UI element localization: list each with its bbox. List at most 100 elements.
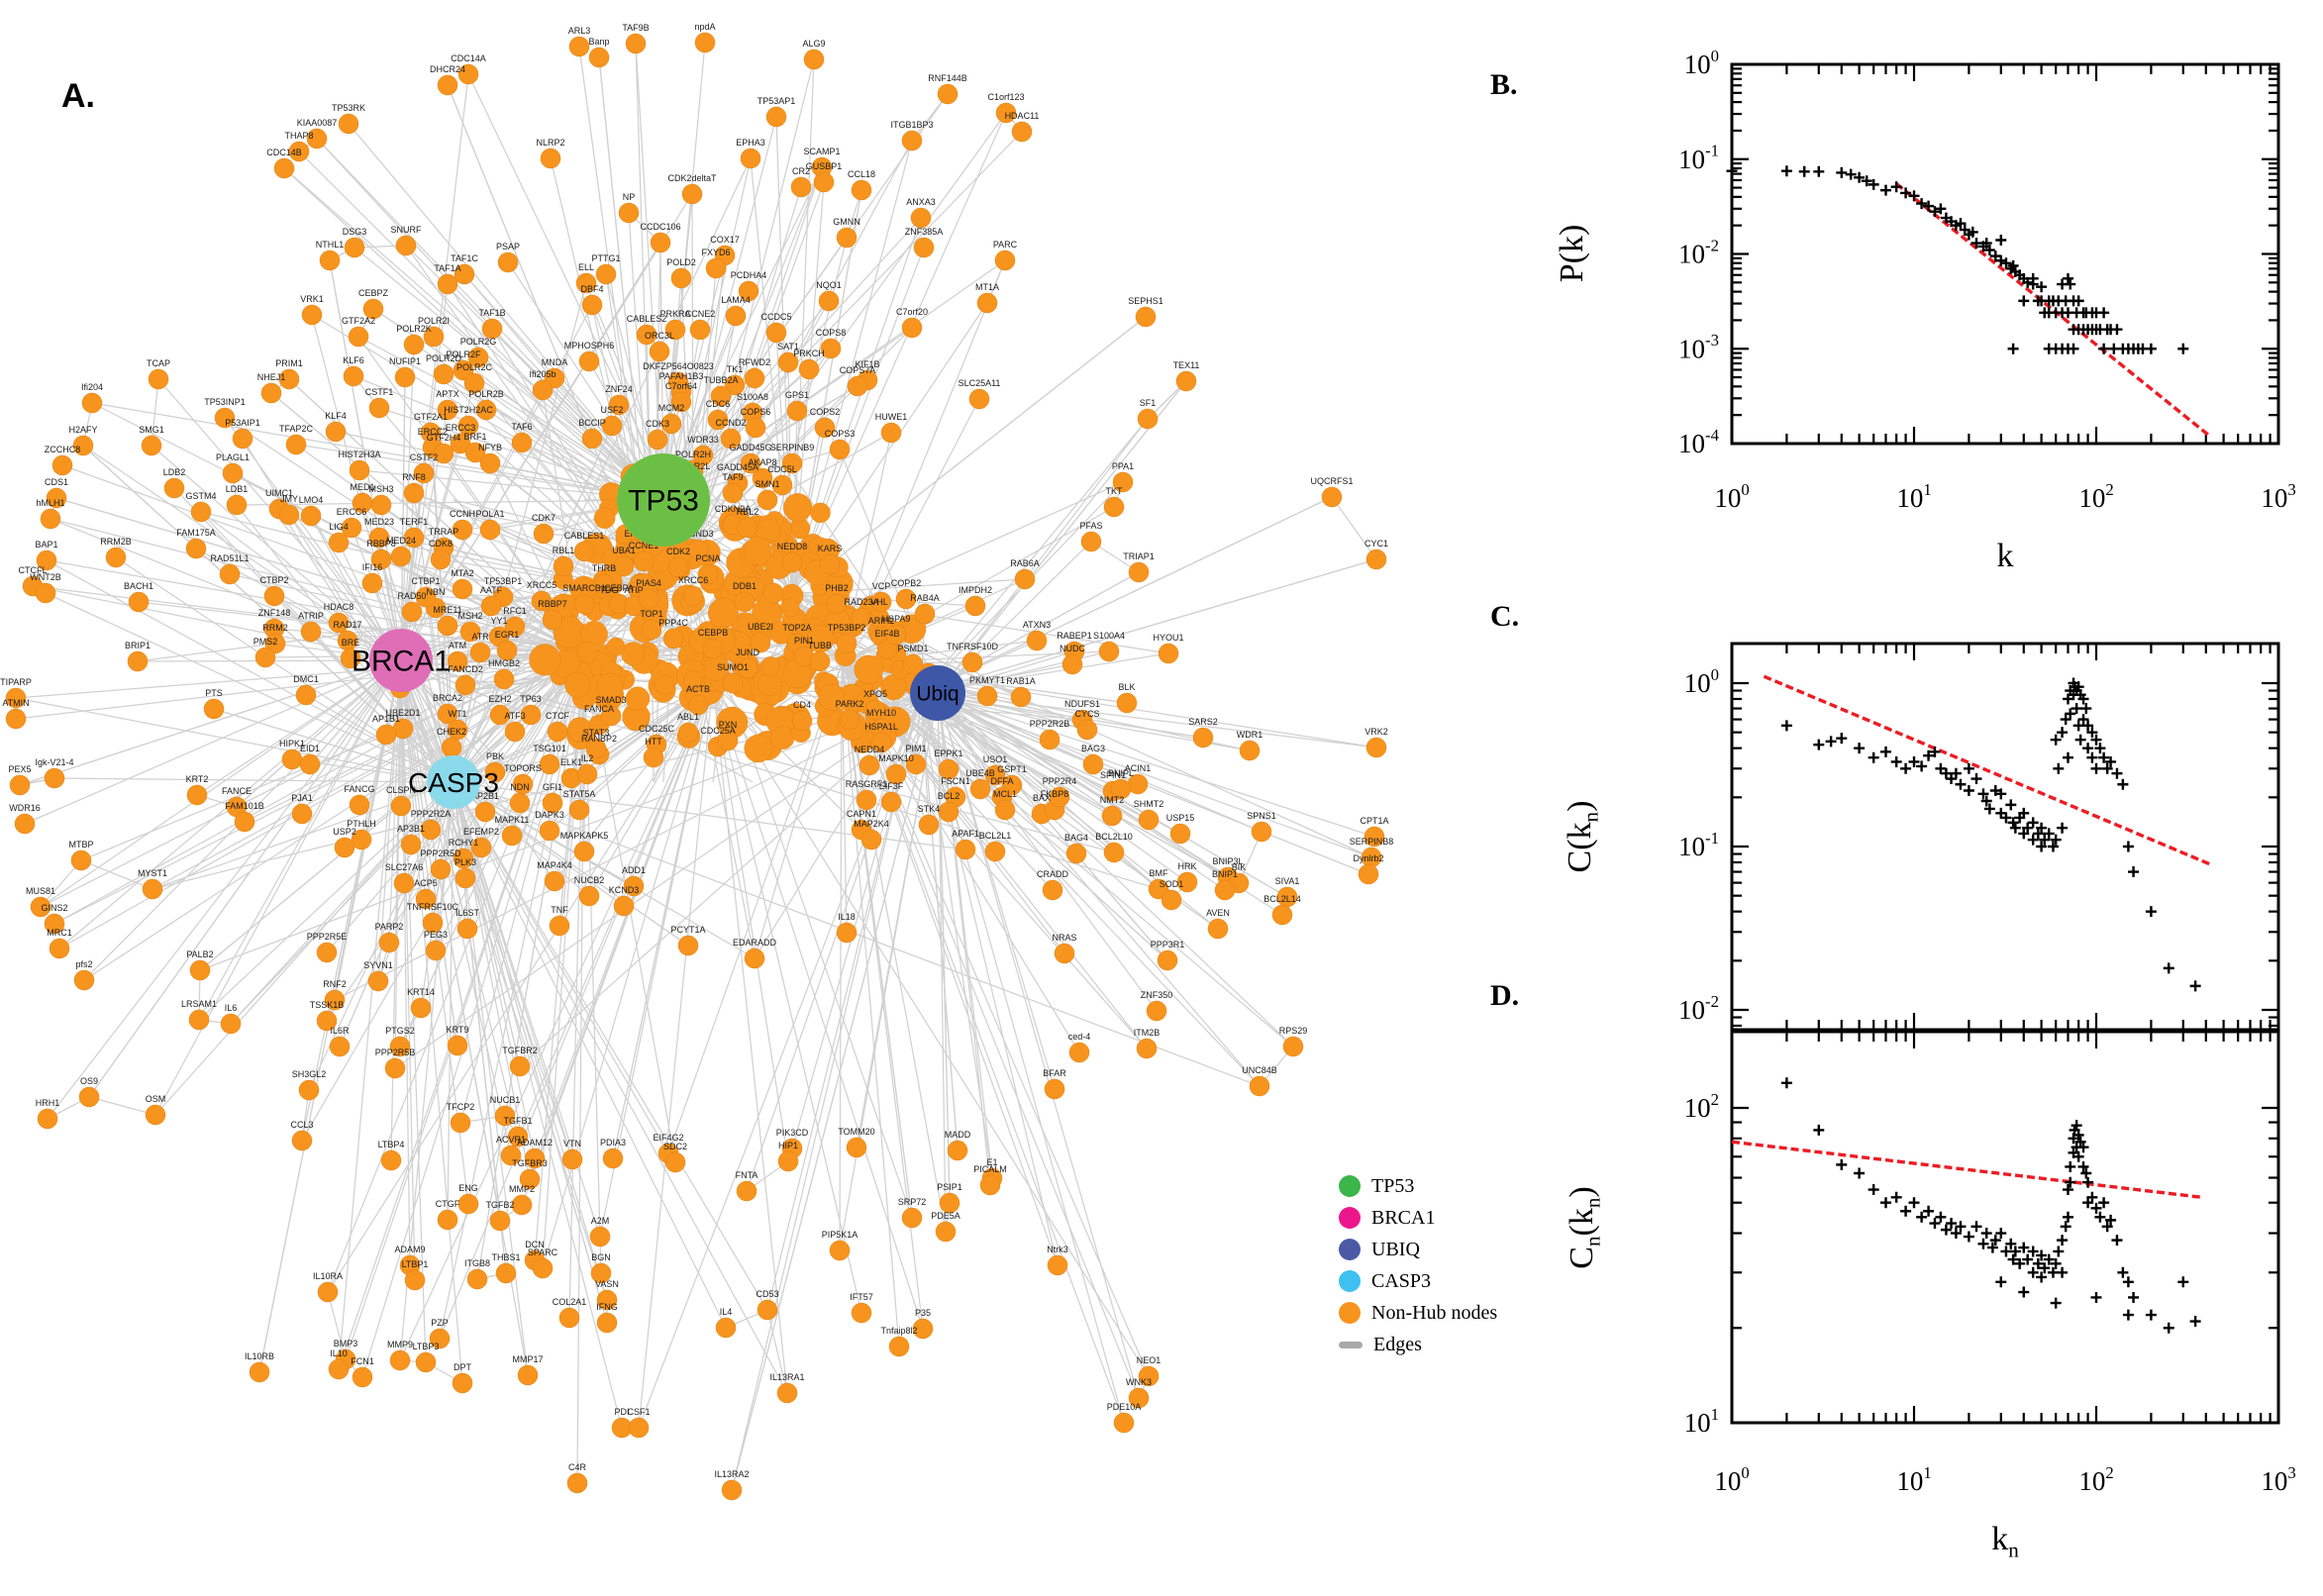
network-node-label: ATIP	[624, 585, 643, 595]
network-node-label: AP2B1	[471, 791, 499, 801]
network-node	[395, 235, 417, 256]
network-node-label: MPHOSPH6	[564, 341, 615, 350]
network-node	[628, 1417, 650, 1439]
data-point	[1916, 198, 1928, 210]
network-node	[278, 504, 300, 526]
data-point	[2090, 1202, 2102, 1214]
network-node-label: ADAM9	[394, 1245, 425, 1254]
data-point	[2050, 1257, 2062, 1269]
network-node-label: CTGF	[436, 1199, 460, 1209]
network-node	[437, 615, 458, 637]
network-node-label: PJA1	[291, 793, 313, 803]
network-node-label: PSMD1	[897, 644, 928, 653]
network-node	[744, 537, 772, 565]
data-point	[2080, 703, 2092, 715]
network-node	[955, 839, 976, 860]
network-node	[856, 789, 877, 811]
network-node	[35, 582, 56, 604]
network-edge	[453, 781, 536, 1159]
network-node	[895, 588, 917, 610]
network-edge	[453, 781, 521, 1067]
network-node	[425, 940, 447, 961]
network-node-label: LIG4	[329, 522, 349, 532]
network-node-label: BCL2L14	[1263, 894, 1301, 904]
network-node	[681, 183, 703, 205]
network-node	[994, 799, 1016, 821]
network-node-label: UIMC1	[265, 488, 293, 498]
network-node	[705, 257, 727, 279]
network-node-label: CSTF2	[410, 452, 439, 462]
network-node-label: RRM2	[262, 623, 288, 633]
network-node	[349, 459, 370, 481]
network-node	[851, 1302, 872, 1324]
network-edge	[712, 682, 924, 1330]
network-node-label: JUND	[736, 648, 759, 657]
network-node-label: FAM101B	[225, 801, 264, 811]
network-node	[511, 432, 533, 453]
network-node-label: RCHY1	[449, 838, 479, 848]
data-point	[2082, 1176, 2094, 1188]
hub-label-ubiq: Ubiq	[916, 682, 959, 705]
data-point	[2145, 1309, 2157, 1321]
network-node	[818, 290, 840, 312]
data-point	[2086, 727, 2098, 739]
network-node-label: SLC25A11	[959, 378, 1001, 388]
network-node-label: MAPK10	[878, 753, 914, 763]
data-point	[1916, 760, 1928, 772]
network-node	[961, 651, 983, 673]
data-point	[2072, 681, 2084, 693]
network-node	[984, 841, 1006, 862]
network-node-label: YY1	[490, 616, 507, 626]
network-node	[595, 263, 617, 285]
data-points	[1726, 165, 2189, 354]
network-node	[142, 878, 163, 900]
network-node	[288, 141, 310, 162]
axis-text: 10-4	[1678, 426, 1720, 458]
network-node	[1068, 1042, 1090, 1063]
network-node-label: MMP17	[512, 1354, 543, 1364]
network-node	[479, 452, 501, 474]
network-node-label: NUDC	[1060, 644, 1085, 653]
network-node	[677, 935, 699, 956]
network-node	[348, 326, 369, 348]
axis-text: 10-2	[1678, 992, 1719, 1025]
network-node-label: ITM2B	[1134, 1028, 1161, 1038]
network-node	[430, 858, 452, 880]
network-node	[851, 179, 872, 201]
network-node	[380, 1149, 402, 1171]
data-point	[2018, 295, 2030, 307]
network-node-label: PCNA	[695, 553, 720, 563]
network-node	[613, 555, 635, 577]
network-node	[1157, 949, 1178, 971]
network-node-label: TOP2A	[782, 623, 811, 633]
network-node-label: KRT14	[407, 987, 435, 997]
network-edge	[199, 652, 585, 971]
network-node-label: LTBP3	[413, 1342, 440, 1351]
network-node	[670, 267, 692, 289]
data-point	[2189, 980, 2201, 992]
network-node-label: CD4	[793, 700, 811, 710]
network-node	[819, 553, 841, 575]
data-point	[2060, 1221, 2071, 1233]
network-node	[316, 1010, 338, 1032]
plot-panel-D: 100 101 102 103 102 101 D. kn Cn(kn)	[1490, 979, 2296, 1561]
network-node	[976, 685, 998, 707]
network-node-label: SLC27A6	[385, 862, 424, 872]
network-node-label: STAT5A	[563, 789, 596, 799]
network-edge	[400, 659, 463, 1384]
network-edge	[453, 781, 623, 1429]
network-node-label: TP53BP1	[484, 576, 523, 586]
network-node-label: WT1	[449, 709, 467, 719]
network-node-label: S100A4	[1093, 631, 1125, 641]
network-node-label: MTBP	[68, 840, 93, 849]
network-node	[454, 263, 475, 285]
network-node-label: DHCR24	[430, 64, 465, 74]
network-edge	[692, 427, 757, 546]
network-node-label: BCL2L1	[979, 831, 1012, 841]
network-node	[938, 758, 960, 780]
network-node	[647, 429, 668, 450]
network-node	[163, 477, 185, 499]
data-point	[2065, 278, 2076, 290]
network-node	[809, 650, 831, 672]
data-point	[1950, 767, 1962, 779]
